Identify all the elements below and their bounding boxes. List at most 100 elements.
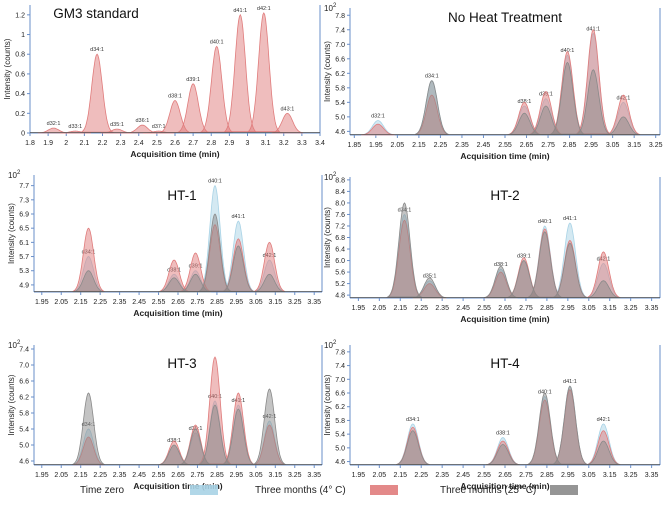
y-tick-label: 6.0 [335, 258, 345, 265]
x-tick-label: 2.9 [225, 140, 235, 147]
series-group [386, 202, 621, 299]
legend-entry: Time zero [80, 485, 218, 496]
x-tick-label: 2.65 [520, 142, 534, 149]
peak-area [386, 202, 423, 298]
x-tick-label: 2.3 [116, 140, 126, 147]
y-tick-label: 7.0 [335, 42, 345, 49]
x-tick-label: 2.45 [477, 142, 491, 149]
y-tick-label: 7.0 [19, 363, 29, 370]
x-tick-label: 3.25 [624, 472, 638, 479]
y-tick-label: 5.0 [335, 114, 345, 121]
y-axis-title: Intensity (counts) [7, 203, 16, 264]
series-group [71, 223, 286, 292]
x-tick-label: 3.15 [268, 299, 282, 306]
x-tick-label: 3.25 [649, 142, 663, 149]
x-tick-label: 2.8 [206, 140, 216, 147]
x-tick-label: 2.45 [456, 305, 470, 312]
legend-swatch [550, 485, 578, 495]
peak-label: d39:1 [186, 77, 200, 83]
peak-label: d41:1 [563, 379, 577, 385]
peak-area [412, 277, 447, 299]
chart-title: HT-1 [167, 188, 196, 203]
x-tick-label: 2.55 [477, 305, 491, 312]
y-exponent-superscript: 2 [17, 170, 21, 176]
x-tick-label: 3.4 [315, 140, 325, 147]
y-tick-label: 5.8 [335, 85, 345, 92]
y-exponent-superscript: 2 [333, 3, 337, 9]
peak-area [72, 270, 105, 293]
x-tick-label: 3.15 [627, 142, 641, 149]
y-tick-label: 7.7 [19, 183, 29, 190]
peak-label: d38:1 [494, 262, 508, 268]
peak-area [361, 123, 395, 136]
peak-area [486, 443, 520, 466]
peak-area [576, 69, 612, 135]
peak-label: d42:1 [257, 6, 271, 12]
y-exponent-superscript: 2 [333, 172, 337, 178]
peak-label: d41:1 [231, 214, 245, 220]
x-tick-label: 2.6 [170, 140, 180, 147]
x-tick-label: 3.05 [249, 299, 263, 306]
y-tick-label: 4.6 [335, 459, 345, 466]
x-tick-label: 2.25 [434, 142, 448, 149]
x-tick-label: 2.7 [188, 140, 198, 147]
peak-label: d36:1 [135, 118, 149, 124]
x-tick-label: 3.25 [288, 472, 302, 479]
y-tick-label: 6.8 [335, 235, 345, 242]
legend-swatch [190, 485, 218, 495]
y-tick-label: 7.3 [19, 197, 29, 204]
peak-label: d40:1 [208, 179, 222, 185]
x-tick-label: 3.35 [307, 472, 321, 479]
x-tick-label: 3.05 [606, 142, 620, 149]
chart-panel: 1.85 1.95 2.05 2.15 2.25 2.35 2.45 2.55 2.65 2.75… [323, 3, 663, 161]
x-tick-label: 2.75 [519, 305, 533, 312]
y-tick-label: 0 [21, 131, 25, 138]
y-tick-label: 5.7 [19, 254, 29, 261]
y-axis-title: Intensity (counts) [323, 207, 332, 268]
y-exponent-label: 10 [324, 341, 333, 350]
y-tick-label: 6.4 [335, 247, 345, 254]
y-tick-label: 5.0 [19, 443, 29, 450]
peak-label: d42:1 [597, 417, 611, 423]
chart-panel: 1.8 1.9 2 2.1 2.2 2.3 2.4 2.5 2.6 2.7 2.8 2.9 3 3.1 3.… [3, 5, 325, 159]
x-tick-label: 3.15 [268, 472, 282, 479]
chart-panel: 1.95 2.05 2.15 2.25 2.35 2.45 2.55 2.65 2.75 2.85… [7, 340, 323, 491]
y-tick-label: 6.2 [335, 404, 345, 411]
peak-label: d40:1 [538, 219, 552, 225]
peak-label: d38:1 [496, 431, 510, 437]
x-tick-label: 1.95 [352, 305, 366, 312]
x-tick-label: 2.75 [541, 142, 555, 149]
y-tick-label: 5.8 [335, 418, 345, 425]
x-tick-label: 1.9 [43, 140, 53, 147]
peak-label: d33:1 [68, 124, 82, 130]
x-tick-label: 2.75 [519, 472, 533, 479]
x-tick-label: 2.45 [132, 299, 146, 306]
x-tick-label: 2.65 [171, 299, 185, 306]
x-tick-label: 3.15 [603, 472, 617, 479]
legend-label: Three months (25° C) [440, 485, 536, 496]
x-tick-label: 2.65 [498, 305, 512, 312]
x-tick-label: 2.85 [540, 305, 554, 312]
peak-area [606, 94, 641, 135]
x-tick-label: 2.75 [191, 472, 205, 479]
peak-area [396, 430, 430, 465]
y-tick-label: 4.6 [335, 129, 345, 136]
x-tick-label: 2.05 [391, 142, 405, 149]
x-tick-label: 2.85 [540, 472, 554, 479]
x-tick-label: 3.2 [279, 140, 289, 147]
x-tick-label: 2.85 [210, 472, 224, 479]
y-exponent-superscript: 2 [17, 340, 21, 346]
y-tick-label: 8.0 [335, 200, 345, 207]
x-tick-label: 3.05 [582, 305, 596, 312]
peak-label: d43:1 [280, 106, 294, 112]
y-tick-label: 7.0 [335, 377, 345, 384]
x-tick-label: 2.55 [477, 472, 491, 479]
series-group [72, 213, 286, 293]
x-tick-label: 3.35 [645, 472, 659, 479]
y-tick-label: 5.6 [335, 270, 345, 277]
y-tick-label: 7.4 [19, 347, 29, 354]
x-tick-label: 2.5 [152, 140, 162, 147]
peak-area [79, 53, 115, 133]
